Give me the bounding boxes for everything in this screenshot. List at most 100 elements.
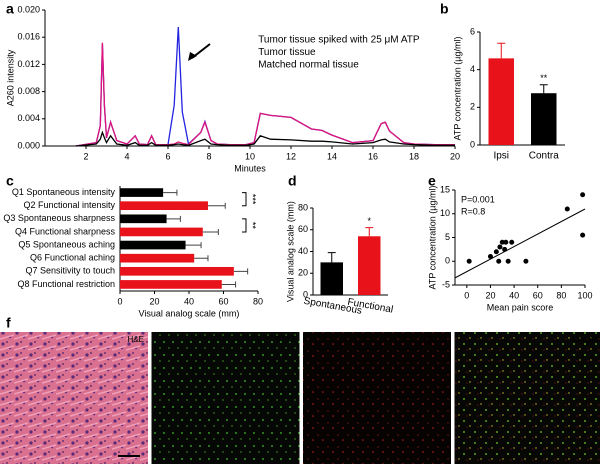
- point: [499, 239, 505, 245]
- point: [580, 232, 586, 238]
- y-tick-label: 0.008: [17, 86, 40, 96]
- bar: [120, 188, 164, 197]
- x-axis-label: Visual analog scale (mm): [139, 308, 240, 318]
- panel-label: d: [288, 173, 297, 189]
- legend-entry: Tumor tissue spiked with 25 μM ATP: [258, 35, 420, 46]
- y-axis-label: ATP concentration (µg/ml): [427, 186, 437, 290]
- panel-label: f: [6, 315, 11, 331]
- bar: [488, 58, 514, 145]
- error-bar: [194, 255, 209, 262]
- y-tick-label: 4: [470, 64, 475, 74]
- error-bar: [233, 268, 249, 275]
- annotation: P=0.001: [461, 194, 495, 204]
- bar: [120, 227, 203, 237]
- x-tick-label: 80: [253, 296, 263, 306]
- x-tick-label: 20: [485, 290, 495, 300]
- y-tick-label: Q5 Spontaneous aching: [18, 239, 115, 249]
- point: [466, 258, 472, 264]
- image-label: H&E: [128, 335, 144, 344]
- image-label: Merged: [571, 335, 598, 344]
- bar: [120, 280, 222, 289]
- x-tick-label: 18: [409, 151, 419, 161]
- micrograph: [454, 332, 600, 464]
- bar: [358, 236, 381, 295]
- error-bar: [163, 189, 178, 196]
- annotation: R=0.8: [461, 206, 485, 216]
- x-tick-label: 100: [577, 290, 592, 300]
- error-bar: [539, 84, 548, 94]
- y-tick-label: Q3 Spontaneous sharpness: [3, 213, 115, 223]
- y-tick-label: -5: [442, 279, 450, 289]
- x-tick-label: 60: [218, 296, 228, 306]
- y-tick-label: 0.016: [17, 32, 40, 42]
- y-tick-label: 6: [470, 26, 475, 36]
- bracket: [242, 218, 247, 233]
- x-axis-label: Minutes: [234, 163, 266, 173]
- y-tick-label: 40: [298, 246, 308, 256]
- bar: [120, 201, 208, 211]
- legend-entry: Matched normal tissue: [258, 60, 359, 71]
- y-tick-label: Q1 Spontaneous intensity: [12, 187, 116, 197]
- y-tick-label: 20: [298, 268, 308, 278]
- y-tick-label: 0.012: [17, 59, 40, 69]
- error-bar: [221, 281, 237, 288]
- y-tick-label: 15: [440, 184, 450, 194]
- x-tick-label: Contra: [529, 151, 559, 162]
- bar: [120, 266, 234, 276]
- x-tick-label: 12: [286, 151, 296, 161]
- x-tick-label: 4: [124, 151, 129, 161]
- point: [523, 258, 529, 264]
- x-tick-label: 2: [83, 151, 88, 161]
- micrograph: [303, 332, 451, 464]
- y-tick-label: 0: [470, 139, 475, 149]
- y-tick-label: 80: [298, 202, 308, 212]
- error-bar: [166, 215, 181, 222]
- point: [487, 254, 493, 259]
- line-series: [75, 42, 455, 147]
- panel-label: e: [428, 173, 436, 189]
- bar: [120, 240, 186, 250]
- y-tick-label: Q4 Functional sharpness: [15, 226, 116, 236]
- y-tick-label: Q2 Functional intensity: [23, 200, 115, 210]
- image-label: P2X2: [276, 335, 296, 344]
- error-bar: [185, 242, 202, 249]
- significance: ***: [248, 194, 258, 205]
- bar: [120, 214, 167, 224]
- x-tick-label: 8: [206, 151, 211, 161]
- x-tick-label: 20: [149, 296, 159, 306]
- y-axis-label: Visual analog scale (mm): [285, 201, 295, 302]
- y-axis-label: A260 intensity: [5, 49, 15, 106]
- y-tick-label: Q7 Sensitivity to touch: [25, 266, 115, 276]
- y-tick-label: 0: [303, 289, 308, 299]
- y-tick-label: 10: [440, 208, 450, 218]
- point: [496, 258, 502, 264]
- panel-label: a: [6, 1, 14, 17]
- point: [503, 239, 509, 245]
- y-axis-label: ATP concentration (µg/ml): [452, 37, 462, 141]
- y-tick-label: Q8 Functional restriction: [17, 279, 115, 289]
- point: [509, 239, 515, 245]
- trend-line: [454, 208, 586, 279]
- significance: **: [248, 222, 258, 230]
- x-tick-label: 14: [327, 151, 337, 161]
- point: [502, 246, 508, 252]
- bracket: [242, 192, 247, 207]
- x-axis-label: Mean pain score: [487, 302, 554, 312]
- x-tick-label: 0: [464, 290, 469, 300]
- x-tick-label: 80: [556, 290, 566, 300]
- x-tick-label: 40: [184, 296, 194, 306]
- point: [493, 249, 499, 255]
- y-tick-label: 5: [445, 232, 450, 242]
- y-tick-label: 2: [470, 102, 475, 112]
- point: [505, 258, 511, 264]
- panel-label: b: [440, 1, 449, 17]
- x-tick-label: 40: [509, 290, 519, 300]
- point: [564, 206, 570, 212]
- x-tick-label: 6: [165, 151, 170, 161]
- line-series: [75, 130, 455, 147]
- y-tick-label: 0.004: [17, 113, 40, 123]
- error-bar: [327, 252, 336, 263]
- micrograph: [151, 332, 300, 464]
